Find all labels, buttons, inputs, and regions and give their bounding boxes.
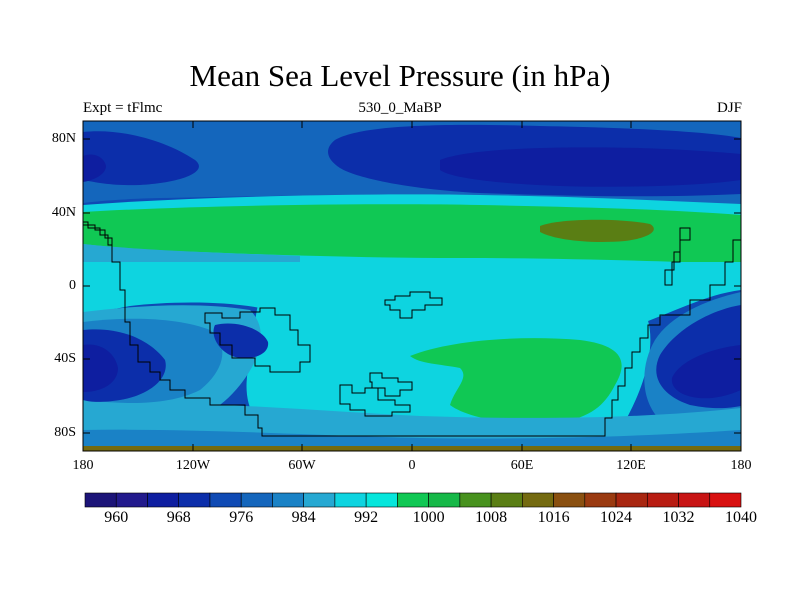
lat-label-80s: 80S <box>54 425 76 440</box>
colorbar-label: 1024 <box>600 509 633 526</box>
colorbar-swatch <box>615 492 648 508</box>
map-title: Mean Sea Level Pressure (in hPa) <box>189 58 611 93</box>
island-center-south-2 <box>369 372 413 397</box>
colorbar-swatch <box>553 492 586 508</box>
colorbar-swatch <box>522 492 554 508</box>
colorbar-swatch <box>303 492 336 508</box>
olive-high <box>540 219 654 242</box>
cyan-gap <box>83 244 300 262</box>
island-center-north <box>384 291 443 319</box>
colorbar-swatch <box>147 492 180 508</box>
island-east-spike <box>664 227 691 286</box>
colorbar-label: 976 <box>229 509 254 526</box>
lat-label-40n: 40N <box>51 205 76 220</box>
colorbar-swatch <box>428 492 461 508</box>
colorbar-swatch <box>709 492 742 508</box>
lon-label-60w: 60W <box>288 458 316 473</box>
lat-label-0: 0 <box>69 278 76 293</box>
colorbar <box>84 492 742 508</box>
south-green-high <box>410 338 622 424</box>
colorbar-label: 984 <box>291 509 316 526</box>
experiment-label: Expt = tFlmc <box>83 100 163 116</box>
south-deepest-low-east <box>671 345 741 399</box>
continent-west <box>83 224 741 437</box>
lon-label-180w: 180 <box>72 458 94 473</box>
colorbar-swatch <box>84 492 117 508</box>
lon-label-60e: 60E <box>510 458 534 473</box>
lon-label-120w: 120W <box>175 458 211 473</box>
lon-label-180e: 180 <box>730 458 752 473</box>
continent-northwest <box>83 221 112 246</box>
colorbar-label: 992 <box>354 509 379 526</box>
lon-label-0: 0 <box>408 458 416 473</box>
colorbar-label: 1000 <box>412 509 445 526</box>
green-band <box>83 204 741 262</box>
tick-marks <box>83 121 741 451</box>
colorbar-label: 960 <box>104 509 129 526</box>
period-label: 530_0_MaBP <box>358 100 442 116</box>
lat-label-80n: 80N <box>51 131 76 146</box>
colorbar-swatch <box>240 492 273 508</box>
colorbar-swatch <box>178 492 211 508</box>
north-deep-low-west <box>83 131 199 186</box>
south-deepest-low-west <box>83 344 118 392</box>
colorbar-label: 1040 <box>725 509 757 526</box>
colorbar-swatch <box>365 492 398 508</box>
colorbar-label: 968 <box>166 509 191 526</box>
colorbar-swatch <box>115 492 148 508</box>
colorbar-swatch <box>646 492 679 508</box>
south-low-pocket <box>213 323 269 359</box>
colorbar-label: 1016 <box>537 509 570 526</box>
colorbar-label: 1032 <box>662 509 695 526</box>
colorbar-label: 1008 <box>475 509 508 526</box>
lat-label-40s: 40S <box>54 351 76 366</box>
colorbar-swatch <box>584 492 617 508</box>
south-polar-inner <box>83 429 741 451</box>
land-outlines <box>83 221 741 437</box>
colorbar-swatch <box>678 492 711 508</box>
colorbar-swatch <box>490 492 523 508</box>
colorbar-swatch <box>272 492 304 508</box>
colorbar-swatch <box>209 492 242 508</box>
colorbar-swatch <box>397 492 429 508</box>
season-label: DJF <box>716 100 742 116</box>
north-deepest-low-west <box>83 154 106 182</box>
north-deepest-low-east <box>440 147 741 187</box>
pressure-field <box>83 121 741 451</box>
island-antarctic-west <box>204 307 311 373</box>
lon-label-120e: 120E <box>616 458 646 473</box>
island-center-south <box>339 384 411 417</box>
colorbar-swatch <box>459 492 492 508</box>
colorbar-swatch <box>334 492 367 508</box>
